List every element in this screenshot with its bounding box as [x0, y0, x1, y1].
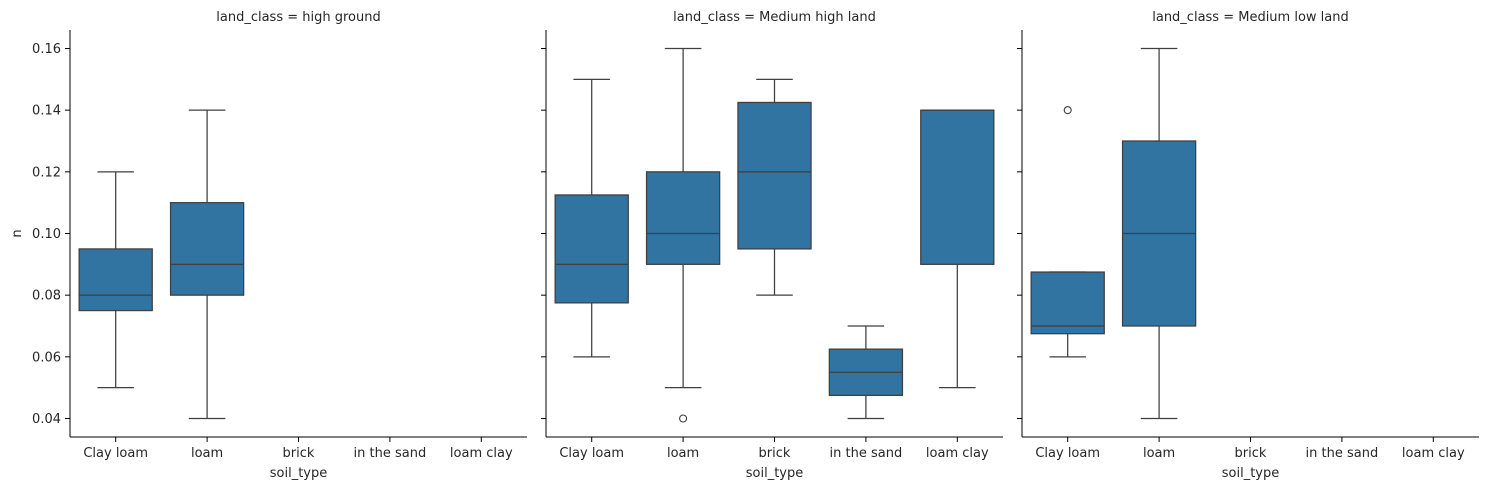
y-tick-label: 0.08 — [32, 289, 61, 304]
x-axis-label: soil_type — [1222, 466, 1280, 481]
y-tick-label: 0.06 — [32, 350, 61, 365]
x-tick-label: loam — [667, 446, 699, 461]
y-tick-label: 0.16 — [32, 42, 61, 57]
x-tick-label: in the sand — [830, 446, 903, 461]
box-iqr — [78, 248, 153, 312]
panel-title: land_class = Medium low land — [1152, 10, 1349, 25]
panel-title: land_class = Medium high land — [673, 10, 876, 25]
x-tick-label: Clay loam — [83, 446, 148, 461]
box-iqr — [169, 202, 245, 296]
box-iqr — [645, 171, 721, 265]
x-tick-label: loam clay — [450, 446, 513, 461]
x-axis-label: soil_type — [270, 466, 328, 481]
x-tick-label: loam clay — [926, 446, 989, 461]
x-tick-label: Clay loam — [1035, 446, 1100, 461]
x-tick-label: loam — [1143, 446, 1175, 461]
x-tick-label: brick — [759, 446, 791, 461]
y-tick-label: 0.10 — [32, 227, 61, 242]
box-flier — [679, 414, 688, 423]
x-tick-label: Clay loam — [559, 446, 624, 461]
box-iqr — [554, 194, 629, 304]
box-iqr — [737, 101, 812, 250]
y-tick-label: 0.14 — [32, 104, 61, 119]
box-iqr — [1030, 271, 1105, 335]
y-axis-label: n — [10, 229, 25, 237]
box-iqr — [920, 109, 995, 265]
panel-title: land_class = high ground — [216, 10, 380, 25]
x-tick-label: loam — [191, 446, 223, 461]
x-axis-label: soil_type — [746, 466, 804, 481]
x-tick-label: loam clay — [1402, 446, 1465, 461]
box-flier — [1063, 106, 1072, 115]
y-tick-label: 0.04 — [32, 412, 61, 427]
x-tick-label: in the sand — [1306, 446, 1379, 461]
x-tick-label: in the sand — [354, 446, 427, 461]
x-tick-label: brick — [283, 446, 315, 461]
y-tick-label: 0.12 — [32, 165, 61, 180]
x-tick-label: brick — [1235, 446, 1267, 461]
